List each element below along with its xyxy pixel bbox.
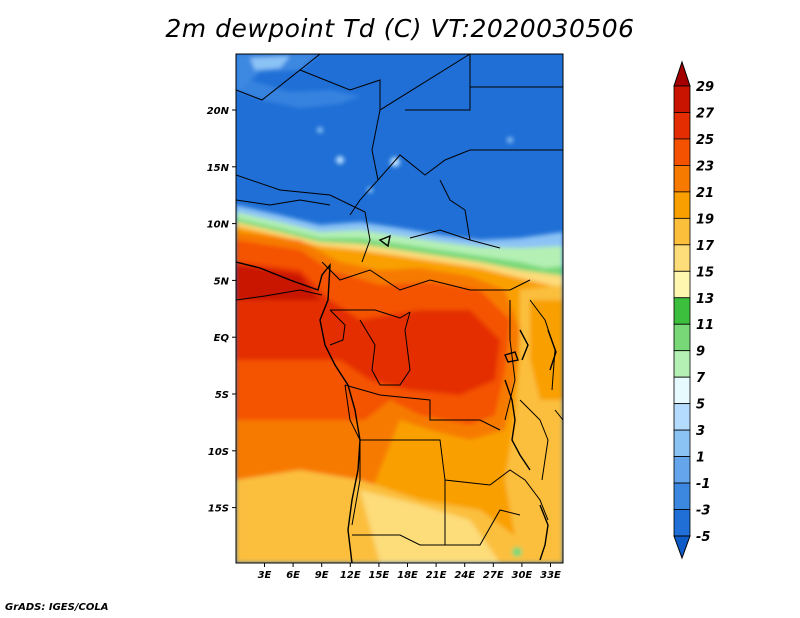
colorbar-label: 17	[696, 239, 715, 254]
colorbar-segment	[673, 376, 691, 405]
y-tick-label: 15S	[208, 504, 229, 515]
colorbar-label: -5	[696, 530, 710, 545]
colorbar-segment	[673, 270, 691, 299]
colorbar-segment	[673, 165, 691, 193]
colorbar-label: 21	[696, 186, 714, 201]
colorbar-label: 7	[696, 371, 706, 386]
country-borders	[236, 54, 563, 546]
x-tick-label: 18E	[397, 570, 418, 581]
y-tick-label: 5N	[214, 276, 230, 287]
x-axis: 3E 6E 9E 12E 15E 18E 21E 24E 27E 30E 33E	[258, 563, 561, 581]
x-tick-label: 12E	[340, 570, 361, 581]
colorbar-label: 5	[696, 398, 705, 413]
x-tick-label: 27E	[483, 570, 504, 581]
color-bar: 29 27 25 23 21 19 17 15 13 11 9 7 5 3 1 -1 -3 -5	[673, 60, 715, 560]
x-tick-label: 24E	[454, 570, 475, 581]
colorbar-segment	[673, 297, 691, 325]
y-tick-label: 15N	[207, 163, 230, 174]
map-frame	[235, 53, 564, 564]
x-tick-label: 9E	[315, 570, 329, 581]
colorbar-segment	[673, 482, 691, 510]
colorbar-segment	[673, 191, 691, 219]
dewpoint-field	[236, 54, 563, 563]
x-tick-label: 15E	[369, 570, 390, 581]
colorbar-segment	[673, 429, 691, 457]
x-tick-label: 21E	[426, 570, 447, 581]
colorbar-label: 9	[696, 345, 705, 360]
y-tick-label: EQ	[214, 333, 230, 344]
y-tick-label: 20N	[207, 106, 230, 117]
colorbar-label: 1	[696, 451, 705, 466]
x-tick-label: 30E	[512, 570, 533, 581]
x-tick-label: 33E	[540, 570, 561, 581]
colorbar-label: 19	[696, 212, 714, 227]
colorbar-label: 13	[696, 292, 714, 307]
y-axis: 20N 15N 10N 5N EQ 5S 10S 15S	[207, 106, 236, 515]
colorbar-segment	[673, 244, 691, 272]
colorbar-label: 23	[696, 159, 714, 174]
y-tick-label: 5S	[215, 390, 229, 401]
colorbar-segment	[673, 509, 691, 537]
y-tick-label: 10N	[207, 220, 230, 231]
colorbar-label: -1	[696, 477, 710, 492]
colorbar-segment	[673, 456, 691, 484]
x-tick-label: 6E	[286, 570, 300, 581]
x-tick-label: 3E	[258, 570, 272, 581]
colorbar-segment	[673, 403, 691, 431]
colorbar-label: 11	[696, 318, 714, 333]
colorbar-segment	[673, 217, 691, 246]
colorbar-label: 15	[696, 265, 714, 280]
colorbar-label: 25	[696, 133, 714, 148]
credit-label: GrADS: IGES/COLA	[5, 602, 109, 613]
colorbar-top-arrow	[673, 60, 691, 87]
colorbar-label: 3	[696, 424, 705, 439]
colorbar-segment	[673, 323, 691, 352]
colorbar-segment	[673, 138, 691, 166]
map-title: 2m dewpoint Td (C) VT:2020030506	[165, 14, 635, 43]
colorbar-label: -3	[696, 504, 710, 519]
y-tick-label: 10S	[208, 447, 229, 458]
colorbar-label: 29	[696, 80, 714, 95]
colorbar-label: 27	[696, 106, 715, 121]
colorbar-segment	[673, 350, 691, 378]
colorbar-segment	[673, 112, 691, 140]
colorbar-bottom-arrow	[673, 535, 691, 560]
colorbar-segment	[673, 85, 691, 113]
